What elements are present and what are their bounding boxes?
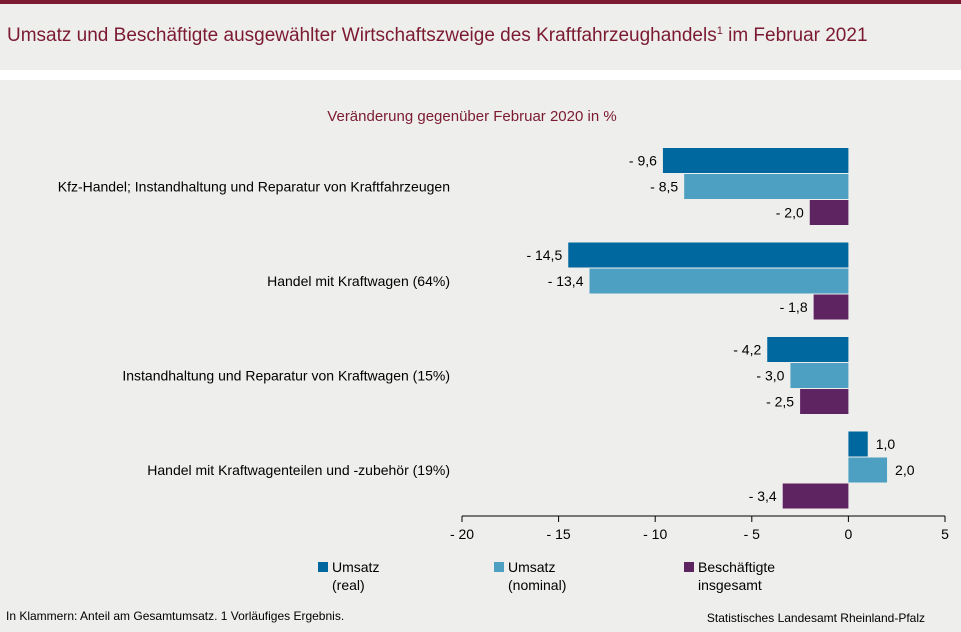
bar bbox=[848, 431, 868, 457]
data-label: - 8,5 bbox=[650, 179, 678, 195]
data-label: 2,0 bbox=[895, 462, 915, 478]
data-label: - 3,4 bbox=[749, 488, 777, 504]
page-title: Umsatz und Beschäftigte ausgewählter Wir… bbox=[7, 25, 868, 47]
x-tick-label: - 20 bbox=[450, 526, 474, 542]
legend-label: Umsatz bbox=[332, 559, 380, 575]
data-label: - 1,8 bbox=[780, 299, 808, 315]
legend-label-line2: (real) bbox=[332, 577, 365, 593]
x-tick-label: - 10 bbox=[643, 526, 667, 542]
data-label: - 2,0 bbox=[776, 205, 804, 221]
data-label: - 2,5 bbox=[766, 394, 794, 410]
bar bbox=[790, 363, 849, 388]
legend-item-umsatz-nominal: Umsatz (nominal) bbox=[494, 558, 566, 594]
data-label: - 3,0 bbox=[756, 368, 784, 384]
top-accent-bar bbox=[0, 0, 961, 4]
legend-item-umsatz-real: Umsatz (real) bbox=[318, 558, 379, 594]
data-label: - 9,6 bbox=[629, 153, 657, 169]
data-label: - 14,5 bbox=[526, 247, 562, 263]
legend-label: Beschäftigte bbox=[698, 559, 776, 575]
data-label: 1,0 bbox=[876, 436, 896, 452]
bar bbox=[813, 294, 849, 320]
bar bbox=[662, 148, 849, 173]
legend-swatch bbox=[494, 562, 504, 572]
bar bbox=[767, 337, 849, 362]
title-suffix: im Februar 2021 bbox=[722, 25, 868, 46]
legend-swatch bbox=[684, 562, 694, 572]
category-label: Handel mit Kraftwagen (64%) bbox=[267, 273, 450, 289]
source-note: Statistisches Landesamt Rheinland-Pfalz bbox=[706, 611, 925, 625]
x-tick-label: 5 bbox=[941, 526, 949, 542]
header-divider bbox=[0, 70, 961, 80]
x-tick-label: 0 bbox=[845, 526, 853, 542]
data-label: - 4,2 bbox=[733, 342, 761, 358]
category-label: Instandhaltung und Reparatur von Kraftwa… bbox=[122, 368, 450, 384]
category-label: Kfz-Handel; Instandhaltung und Reparatur… bbox=[58, 179, 450, 195]
x-tick-label: - 15 bbox=[547, 526, 571, 542]
bar bbox=[589, 268, 849, 294]
legend-label-line2: insgesamt bbox=[698, 577, 762, 593]
x-tick-label: - 5 bbox=[744, 526, 761, 542]
legend-label-line2: (nominal) bbox=[508, 577, 567, 593]
data-label: - 13,4 bbox=[548, 273, 584, 289]
footnote: In Klammern: Anteil am Gesamtumsatz. 1 V… bbox=[6, 609, 345, 623]
title-text: Umsatz und Beschäftigte ausgewählter Wir… bbox=[7, 25, 717, 46]
bar bbox=[684, 174, 849, 199]
chart-subtitle: Veränderung gegenüber Februar 2020 in % bbox=[327, 108, 616, 125]
bar bbox=[782, 483, 849, 509]
bar bbox=[568, 242, 849, 268]
bar bbox=[848, 457, 888, 483]
category-label: Handel mit Kraftwagenteilen und -zubehör… bbox=[147, 462, 450, 478]
title-footnote-mark: 1 bbox=[716, 25, 723, 37]
legend-item-beschaeftigte: Beschäftigte insgesamt bbox=[684, 558, 775, 594]
bar bbox=[800, 389, 849, 414]
legend-swatch bbox=[318, 562, 328, 572]
legend-label: Umsatz bbox=[508, 559, 556, 575]
bar bbox=[809, 200, 849, 225]
